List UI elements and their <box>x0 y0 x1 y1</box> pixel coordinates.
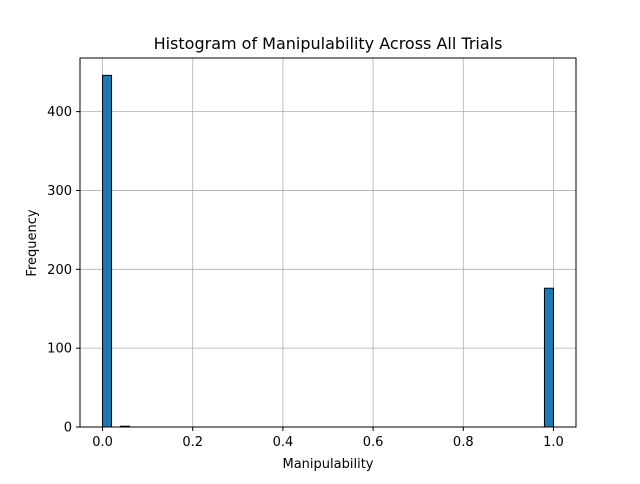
ticks-layer: 0.0 0.2 0.4 0.6 0.8 1.0 0 100 200 300 400 <box>47 105 564 450</box>
plot-frame <box>79 57 577 428</box>
grid-layer <box>80 58 576 428</box>
histogram-bar <box>102 74 113 428</box>
x-tick-label: 0.6 <box>363 435 384 450</box>
y-tick-label: 400 <box>47 105 72 120</box>
y-axis-label: Frequency <box>25 209 40 276</box>
x-tick-label: 1.0 <box>543 435 564 450</box>
x-tick-label: 0.2 <box>182 435 203 450</box>
histogram-bar <box>543 287 554 428</box>
y-tick-label: 0 <box>64 421 72 436</box>
x-tick-label: 0.0 <box>92 435 113 450</box>
y-tick-label: 200 <box>47 263 72 278</box>
x-tick-label: 0.4 <box>273 435 294 450</box>
y-tick-label: 300 <box>47 184 72 199</box>
y-tick-label: 100 <box>47 342 72 357</box>
x-axis-label: Manipulability <box>283 457 374 472</box>
chart-title: Histogram of Manipulability Across All T… <box>154 34 503 53</box>
x-tick-label: 0.8 <box>453 435 474 450</box>
